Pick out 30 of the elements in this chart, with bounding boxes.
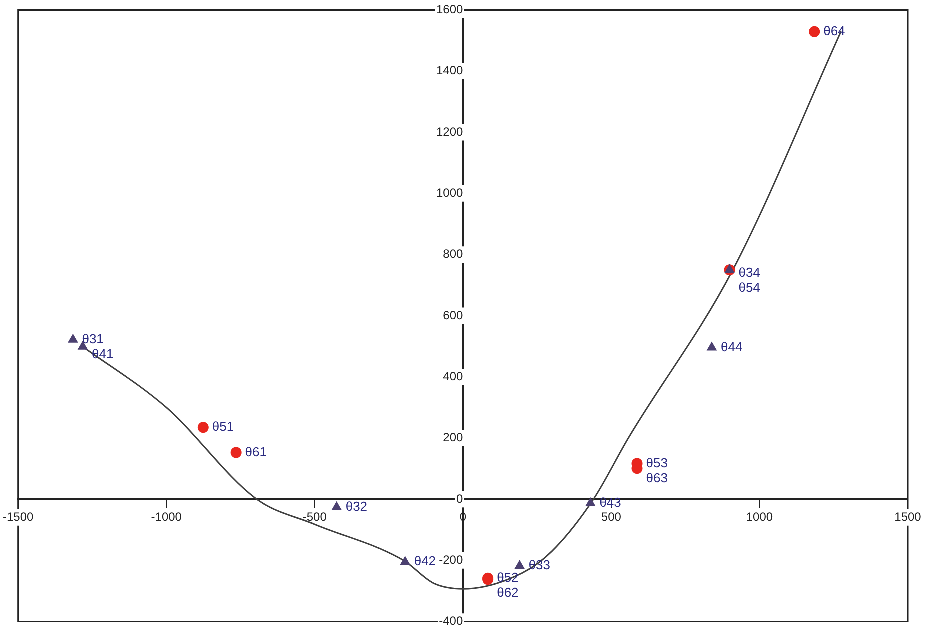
annotation: θ32 (346, 499, 368, 514)
annotation: θ53 (646, 455, 668, 470)
y-tick-label: 600 (443, 308, 464, 322)
annotation: θ61 (245, 444, 268, 460)
y-tick-label: 1000 (436, 186, 464, 200)
annotation: θ63 (646, 470, 668, 486)
y-tick-label: -200 (439, 552, 464, 567)
annotation: θ51 (212, 419, 234, 434)
x-tick-label: -1500 (2, 510, 34, 524)
y-tick-label: 1600 (436, 2, 464, 17)
y-tick-label: 1200 (436, 124, 464, 139)
y-tick-label: 200 (443, 430, 464, 445)
y-tick-label: 0 (456, 492, 464, 506)
annotation: θ54 (738, 280, 760, 295)
x-tick-label: 1500 (894, 510, 922, 524)
annotation: θ64 (824, 23, 846, 38)
y-tick-label: 800 (443, 247, 464, 262)
annotation: θ31 (82, 331, 104, 346)
x-tick-label: 500 (601, 510, 622, 524)
annotation: θ62 (497, 584, 519, 600)
x-tick-label: -1000 (151, 510, 182, 524)
annotation: θ44 (720, 339, 743, 354)
x-tick-label: -500 (302, 510, 328, 524)
y-tick-label: 400 (443, 369, 464, 384)
annotation: θ42 (414, 554, 436, 569)
annotation: θ34 (738, 264, 760, 280)
annotation: θ41 (92, 346, 114, 362)
x-tick-label: 1000 (746, 510, 774, 524)
y-tick-label: -400 (439, 614, 464, 628)
y-tick-label: 1400 (436, 64, 464, 78)
